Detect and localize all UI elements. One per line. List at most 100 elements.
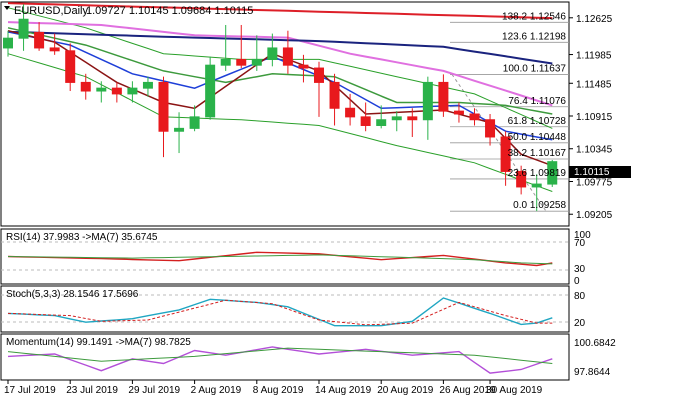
price-axis-label: 1.11485 bbox=[576, 79, 612, 90]
stoch-level-20: 20 bbox=[574, 318, 586, 329]
ma-navy-line bbox=[7, 30, 553, 65]
candle-body bbox=[49, 47, 60, 52]
candle-body bbox=[158, 81, 169, 132]
candle-body bbox=[251, 58, 262, 66]
candle-body bbox=[65, 50, 76, 83]
fib-label: 23.6 1.09819 bbox=[508, 168, 567, 179]
rsi-level-0: 0 bbox=[574, 276, 580, 287]
date-label: 2 Aug 2019 bbox=[191, 385, 242, 396]
price-axis-label: 1.09775 bbox=[576, 177, 613, 188]
price-axis-label: 1.11985 bbox=[576, 51, 612, 62]
rsi-level-30: 30 bbox=[574, 264, 586, 275]
symbol-arrow-icon bbox=[4, 6, 10, 10]
stoch-series-1 bbox=[7, 299, 553, 326]
date-axis: 17 Jul 2019 23 Jul 2019 29 Jul 2019 2 Aug 2… bbox=[4, 380, 543, 396]
candle-body bbox=[220, 58, 231, 66]
candle-body bbox=[391, 116, 402, 121]
date-label: 26 Aug 2019 bbox=[439, 385, 496, 396]
candle-body bbox=[345, 107, 356, 118]
date-label: 30 Aug 2019 bbox=[486, 385, 543, 396]
fib-labels: 138.2 1.12546 123.6 1.12198 100.0 1.11637 7… bbox=[502, 11, 566, 211]
candle-body bbox=[267, 47, 278, 60]
date-label: 8 Aug 2019 bbox=[253, 385, 304, 396]
candles bbox=[3, 4, 558, 212]
moving-averages bbox=[7, 2, 553, 192]
date-label: 17 Jul 2019 bbox=[4, 385, 56, 396]
momentum-label-low: 97.8644 bbox=[574, 367, 611, 378]
candle-body bbox=[80, 81, 91, 92]
price-axis-label: 1.10915 bbox=[576, 112, 613, 123]
stoch-pane[interactable]: Stoch(5,3,3) 28.1546 17.5696 80 20 bbox=[0, 285, 586, 333]
ma-blue-line bbox=[7, 31, 553, 141]
candle-body bbox=[531, 183, 542, 188]
candle-body bbox=[111, 87, 122, 95]
candle-body bbox=[360, 116, 371, 126]
candle-body bbox=[500, 136, 511, 172]
date-label: 14 Aug 2019 bbox=[315, 385, 372, 396]
stoch-level-80: 80 bbox=[574, 291, 586, 302]
stoch-title: Stoch(5,3,3) 28.1546 17.5696 bbox=[6, 289, 139, 300]
date-label: 23 Jul 2019 bbox=[66, 385, 118, 396]
mom-series-1 bbox=[7, 347, 553, 364]
candle-body bbox=[453, 110, 464, 115]
ohlc-readout: 1.09727 1.10145 1.09684 1.10115 bbox=[86, 5, 253, 17]
date-label: 29 Jul 2019 bbox=[128, 385, 180, 396]
rsi-level-70: 70 bbox=[574, 238, 586, 249]
rsi-level-100: 100 bbox=[574, 230, 591, 241]
candle-body bbox=[376, 119, 387, 126]
candle-body bbox=[547, 161, 558, 185]
rsi-series-0 bbox=[7, 251, 553, 267]
candle-body bbox=[298, 64, 309, 69]
ma-maroon-line bbox=[7, 29, 553, 167]
symbol-label: EURUSD,Daily bbox=[14, 5, 88, 17]
rsi-series-1 bbox=[7, 254, 553, 265]
envelope-lower bbox=[7, 53, 553, 192]
candle-body bbox=[205, 64, 216, 118]
candle-body bbox=[314, 67, 324, 83]
rsi-title: RSI(14) 37.9983 ->MA(7) 35.6745 bbox=[6, 232, 158, 243]
candle-body bbox=[485, 119, 496, 138]
candle-body bbox=[189, 116, 200, 129]
candle-body bbox=[127, 87, 138, 95]
candle-body bbox=[236, 58, 247, 66]
fib-label: 38.2 1.10167 bbox=[508, 148, 567, 159]
momentum-title: Momentum(14) 99.1491 ->MA(7) 98.7825 bbox=[6, 337, 191, 348]
price-axis-label: 1.10345 bbox=[576, 145, 613, 156]
mom-series-0 bbox=[7, 346, 553, 374]
ma-green-line bbox=[7, 27, 553, 115]
fib-label: 61.8 1.10728 bbox=[508, 116, 567, 127]
momentum-pane[interactable]: Momentum(14) 99.1491 ->MA(7) 98.7825 100… bbox=[0, 333, 616, 381]
fib-label: 100.0 1.11637 bbox=[503, 64, 567, 75]
momentum-label-high: 100.6842 bbox=[574, 338, 616, 349]
candle-body bbox=[469, 113, 480, 121]
price-pane[interactable]: EURUSD,Daily 1.09727 1.10145 1.09684 1.1… bbox=[0, 1, 570, 227]
candle-body bbox=[438, 81, 449, 112]
candle-body bbox=[422, 81, 433, 121]
price-axis-label: 1.09205 bbox=[576, 210, 613, 221]
fib-trendline bbox=[451, 74, 547, 212]
fib-label: 123.6 1.12198 bbox=[502, 31, 566, 42]
fib-label: 76.4 1.11076 bbox=[508, 96, 566, 107]
candle-body bbox=[329, 81, 340, 109]
ma-red-line bbox=[7, 2, 553, 20]
date-label: 20 Aug 2019 bbox=[377, 385, 434, 396]
rsi-pane[interactable]: RSI(14) 37.9983 ->MA(7) 35.6745 100 70 3… bbox=[0, 228, 591, 287]
candle-body bbox=[3, 37, 13, 49]
candle-body bbox=[18, 18, 29, 39]
price-axis-label: 1.12625 bbox=[576, 14, 613, 25]
candle-body bbox=[142, 81, 153, 89]
candle-body bbox=[34, 31, 45, 49]
ma-pink-line bbox=[7, 21, 553, 107]
current-price-box bbox=[569, 166, 631, 178]
candle-body bbox=[282, 47, 293, 66]
candle-body bbox=[174, 127, 185, 132]
candle-body bbox=[407, 116, 418, 121]
price-axis: 1.12625 1.11985 1.11485 1.10915 1.10345 1.097… bbox=[569, 14, 631, 221]
fib-label: 50.0 1.10448 bbox=[508, 132, 567, 143]
fib-label: 0.0 1.09258 bbox=[513, 200, 566, 211]
current-price-label: 1.10115 bbox=[574, 167, 610, 178]
candle-body bbox=[516, 170, 527, 188]
fib-label: 138.2 1.12546 bbox=[502, 11, 566, 22]
candle-body bbox=[96, 87, 107, 92]
